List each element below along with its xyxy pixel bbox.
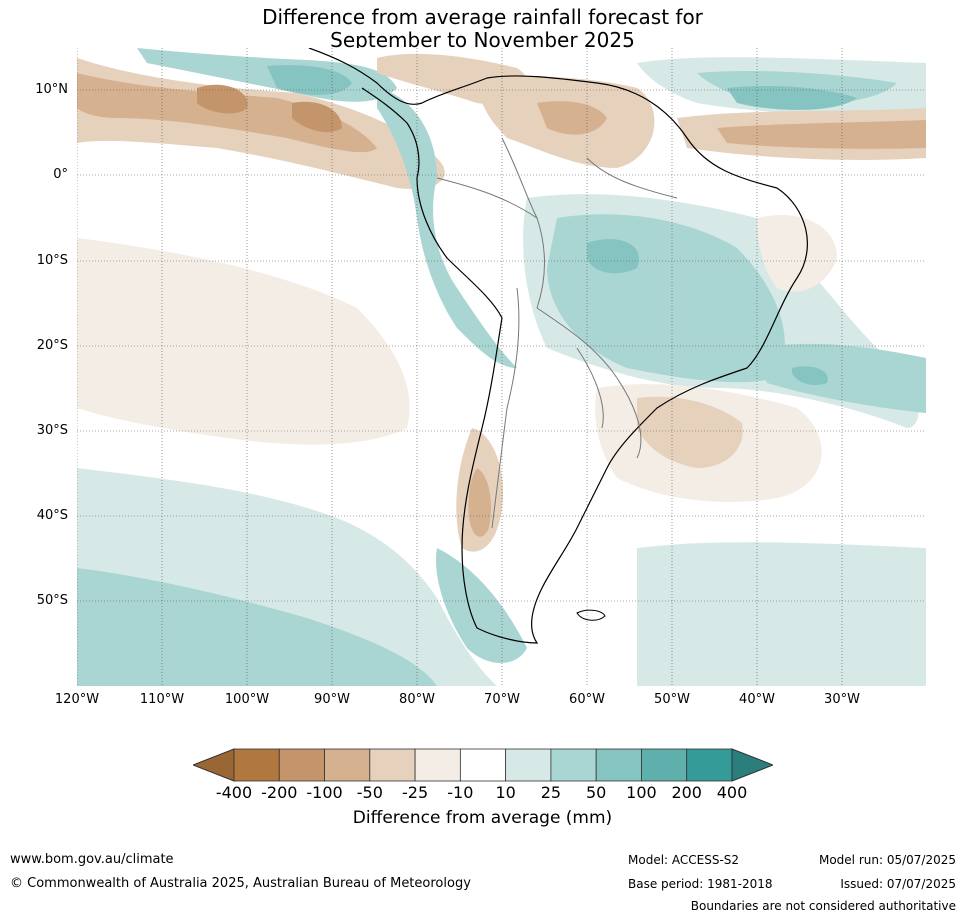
colorbar-tick-label: 50 [585,783,607,802]
colorbar-tick-label: -200 [261,783,298,802]
south-america-coastline [308,48,808,644]
colorbar-tick-label: 100 [626,783,657,802]
colorbar-tick-label: -100 [306,783,343,802]
wet-atlantic-north-inner [727,86,857,110]
wet-pacific-coast [377,88,517,368]
colorbar-legend [193,748,773,782]
wet-brazil-inner [587,239,639,274]
dry-pacific-mid [77,238,410,445]
lat-label-30s: 30°S [36,423,68,438]
country-borders [436,137,678,529]
colorbar-under-arrow [193,748,235,782]
colorbar-tick-label: 10 [495,783,516,802]
lon-label-100w: 100°W [224,692,270,707]
wet-southeast-core [792,366,828,385]
anomaly-shading [77,48,926,686]
dry-venezuela-core [537,101,607,135]
colorbar-cell [233,748,280,782]
colorbar-cell [324,748,371,782]
colorbar-cell [459,748,507,782]
colorbar-over-arrow [731,748,773,782]
map-title-line1: Difference from average rainfall forecas… [262,5,703,29]
dry-atlantic-band-core [717,120,926,149]
wet-southeast-brazil [757,343,926,413]
colorbar-cell [641,748,688,782]
model-name: Model: ACCESS-S2 [628,853,740,867]
colorbar-tick-label: 25 [540,783,562,802]
colorbar-cell [414,748,461,782]
copyright-text: © Commonwealth of Australia 2025, Austra… [10,876,471,891]
colorbar-tick-label: -10 [447,783,474,802]
graticule [77,48,926,686]
lon-label-110w: 110°W [139,692,185,707]
dry-chile-core [468,468,492,537]
lat-label-10s: 10°S [36,253,68,268]
dry-northeast-brazil [757,214,837,292]
lon-label-70w: 70°W [484,692,520,707]
lon-label-80w: 80°W [399,692,435,707]
lon-label-120w: 120°W [54,692,100,707]
colorbar-cell [595,748,642,782]
website-link[interactable]: www.bom.gov.au/climate [10,852,174,867]
lat-label-0: 0° [53,167,68,182]
colorbar-cell [686,748,733,782]
base-period: Base period: 1981-2018 [628,877,773,891]
boundaries-disclaimer: Boundaries are not considered authoritat… [690,899,956,913]
falkland-islands [576,609,606,621]
lon-label-30w: 30°W [824,692,860,707]
model-run-date: Model run: 05/07/2025 [818,853,956,867]
dry-spot-north2 [292,101,342,133]
wet-southern-ocean [637,542,926,686]
issued-date: Issued: 07/07/2025 [840,877,956,891]
colorbar-cell [550,748,597,782]
lat-label-10n: 10°N [35,82,68,97]
lon-label-50w: 50°W [654,692,690,707]
colorbar-tick-label: 400 [716,783,748,802]
lat-label-50s: 50°S [36,593,68,608]
colorbar-tick-label: 200 [671,783,702,802]
dry-spot-north [197,84,248,114]
lat-label-20s: 20°S [36,338,68,353]
colorbar-cell [278,748,325,782]
dry-uruguay-core [637,396,743,468]
colorbar-cell [505,748,552,782]
wet-pacific-south-core [77,568,437,686]
colorbar-cell [369,748,416,782]
wet-core-north [267,65,352,95]
lon-label-90w: 90°W [314,692,350,707]
lon-label-60w: 60°W [569,692,605,707]
lon-label-40w: 40°W [739,692,775,707]
wet-drake-passage [436,548,527,663]
colorbar-tick-label: -400 [215,783,253,802]
rainfall-anomaly-map [77,48,926,686]
colorbar-tick-label: -50 [356,783,383,802]
lat-label-40s: 40°S [36,508,68,523]
colorbar-tick-label: -25 [402,783,429,802]
colorbar-title: Difference from average (mm) [352,808,613,828]
